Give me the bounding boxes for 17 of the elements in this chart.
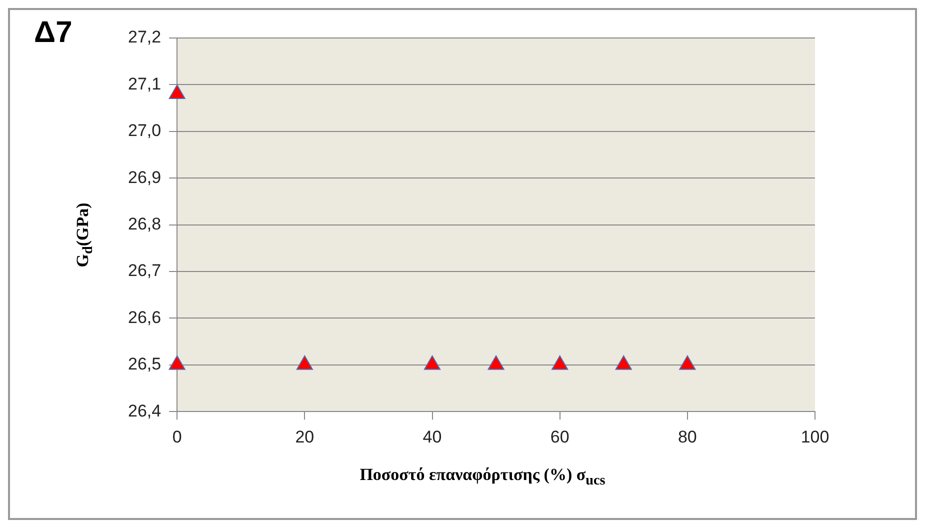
x-tick-label: 20 bbox=[295, 427, 314, 446]
y-tick-label: 27,0 bbox=[128, 121, 162, 140]
x-tick-label: 0 bbox=[172, 427, 182, 446]
y-tick-label: 26,5 bbox=[128, 354, 162, 374]
x-axis-title: Ποσοστό επαναφόρτισης (%) σ$_{ucs}$ bbox=[358, 465, 606, 490]
y-tick-label: 26,6 bbox=[128, 308, 162, 327]
x-tick-label: 60 bbox=[550, 427, 570, 446]
y-tick-label: 26,4 bbox=[128, 401, 162, 420]
y-tick-label: 27,1 bbox=[128, 74, 162, 94]
y-tick-label: 26,8 bbox=[128, 214, 162, 234]
x-tick-label: 80 bbox=[678, 427, 697, 446]
x-tick-label: 40 bbox=[422, 427, 442, 446]
y-tick-label: 26,7 bbox=[128, 261, 162, 280]
x-tick-label: 100 bbox=[800, 427, 830, 446]
y-tick-label: 26,9 bbox=[128, 168, 162, 187]
y-tick-label: 27,2 bbox=[128, 28, 162, 47]
chart-title: Δ7 bbox=[34, 16, 72, 50]
